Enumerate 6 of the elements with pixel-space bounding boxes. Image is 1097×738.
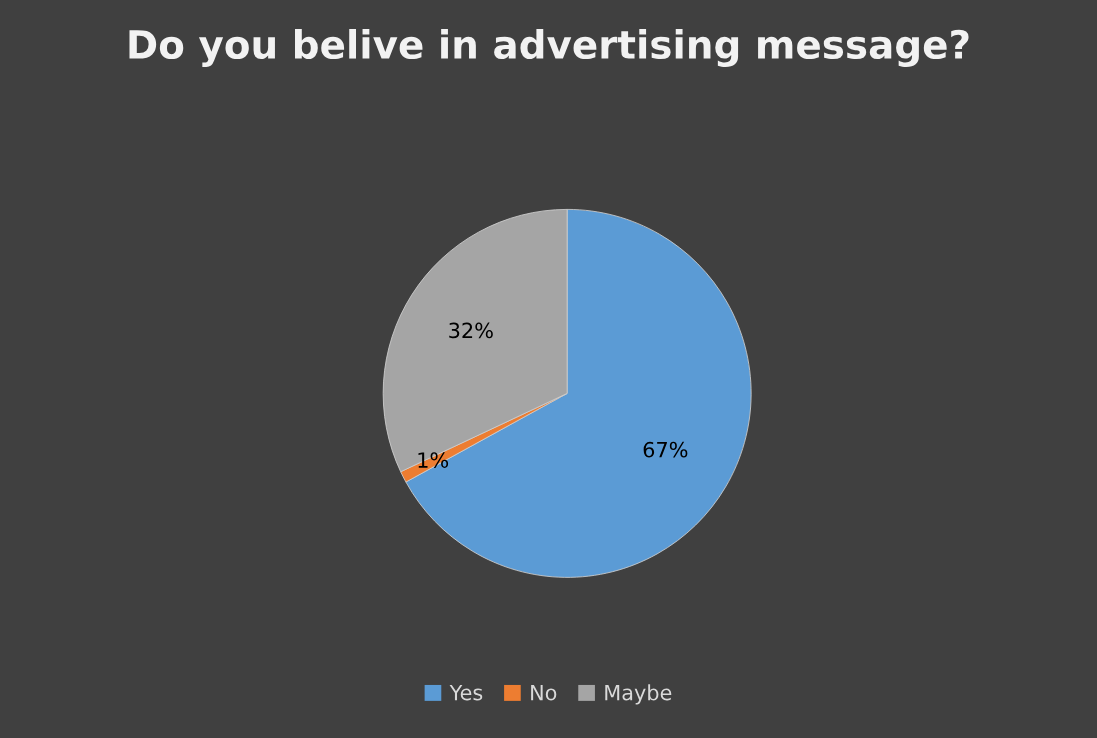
data-label: 67% — [643, 441, 688, 458]
legend-label: No — [531, 684, 557, 701]
legend-label: Maybe — [605, 684, 672, 705]
legend-label: Yes — [449, 684, 483, 701]
data-label: 32% — [449, 322, 493, 339]
chart-title: Do you belive in advertising message? — [129, 29, 969, 67]
